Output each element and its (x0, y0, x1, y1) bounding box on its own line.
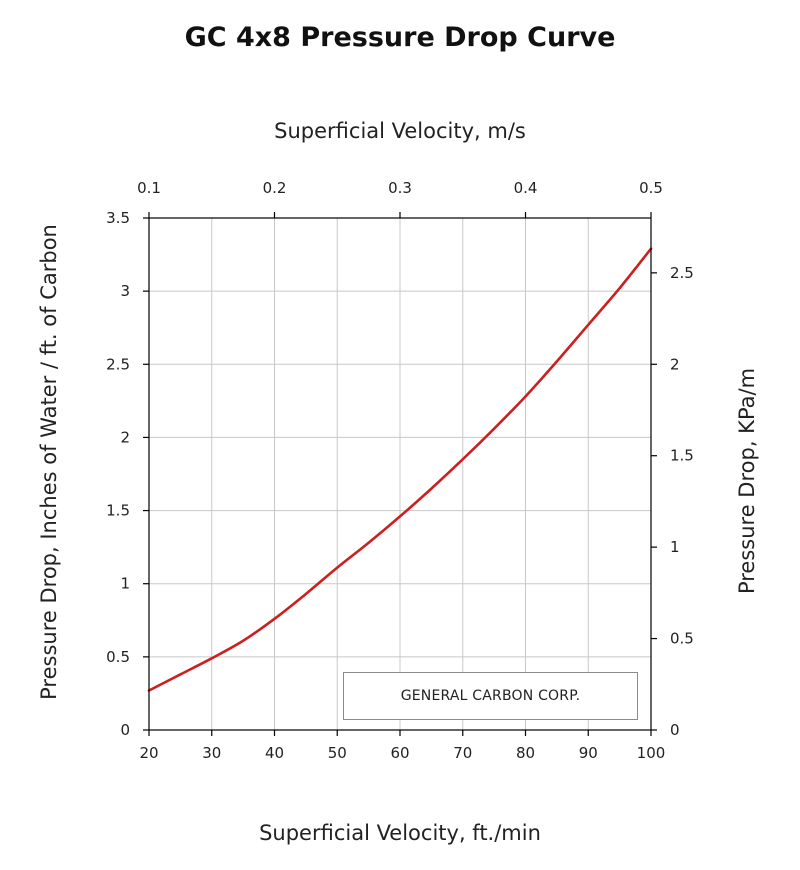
x-tick-label: 100 (637, 744, 666, 762)
series-layer (147, 247, 653, 692)
x2-tick-label: 0.3 (388, 179, 412, 197)
company-watermark: GENERAL CARBON CORP. (343, 672, 638, 720)
y-tick-label: 2.5 (106, 355, 130, 373)
x-tick-label: 50 (328, 744, 347, 762)
grid-layer (148, 217, 652, 731)
x-tick-label: 80 (516, 744, 535, 762)
y2-axis-label: Pressure Drop, KPa/m (735, 368, 759, 594)
y-tick-label: 1 (120, 575, 130, 593)
y2-tick-label: 2 (670, 355, 680, 373)
y-tick-label: 3.5 (106, 209, 130, 227)
x-tick-label: 30 (202, 744, 221, 762)
x2-tick-label: 0.1 (137, 179, 161, 197)
x-tick-label: 60 (390, 744, 409, 762)
y2-tick-label: 2.5 (670, 264, 694, 282)
x2-tick-label: 0.5 (639, 179, 663, 197)
x-tick-label: 70 (453, 744, 472, 762)
y-tick-label: 2 (120, 428, 130, 446)
y2-tick-label: 0.5 (670, 630, 694, 648)
y-axis-label: Pressure Drop, Inches of Water / ft. of … (37, 224, 61, 700)
y-tick-label: 0.5 (106, 648, 130, 666)
x-tick-label: 20 (139, 744, 158, 762)
y-tick-label: 0 (120, 721, 130, 739)
x2-tick-label: 0.2 (263, 179, 287, 197)
pressure-drop-series-line (147, 247, 653, 692)
y-tick-label: 1.5 (106, 502, 130, 520)
x-axis-label: Superficial Velocity, ft./min (259, 821, 541, 845)
x2-tick-label: 0.4 (514, 179, 538, 197)
y2-tick-label: 1 (670, 538, 680, 556)
y2-tick-label: 0 (670, 721, 680, 739)
x2-axis-label: Superficial Velocity, m/s (274, 119, 526, 143)
plot-frame (148, 217, 652, 731)
x-tick-label: 90 (579, 744, 598, 762)
chart-title: GC 4x8 Pressure Drop Curve (184, 22, 616, 53)
x-tick-label: 40 (265, 744, 284, 762)
y-tick-label: 3 (120, 282, 130, 300)
y2-tick-label: 1.5 (670, 447, 694, 465)
